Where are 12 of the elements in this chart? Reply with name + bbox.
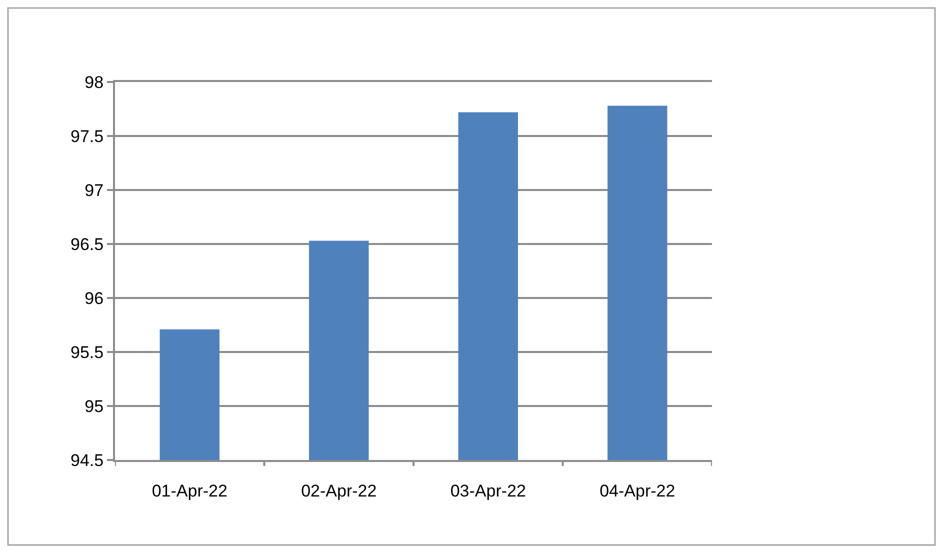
y-tick-label: 96.5 [70,234,104,254]
y-tick-label: 94.5 [70,450,104,470]
y-tick-label: 96 [84,288,104,308]
y-tick-label: 95 [84,396,104,416]
y-tick-label: 95.5 [70,342,104,362]
x-tick-label: 03-Apr-22 [450,481,526,500]
y-tick-label: 97.5 [70,126,104,146]
y-tick-label: 98 [84,72,104,92]
x-tick-label: 04-Apr-22 [600,481,676,500]
x-tick-label: 01-Apr-22 [152,481,228,500]
y-tick-label: 97 [84,180,104,200]
x-tick-label: 02-Apr-22 [301,481,377,500]
